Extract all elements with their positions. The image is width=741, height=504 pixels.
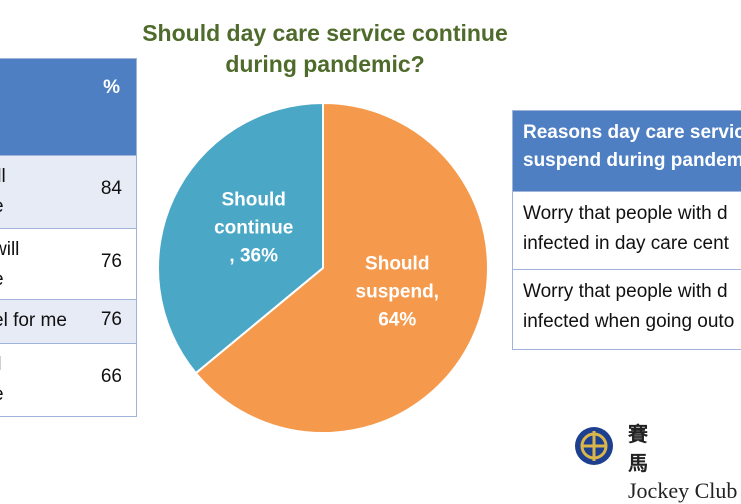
row-value: 66 [100, 366, 122, 387]
logo-name: Jockey Club [628, 478, 738, 503]
row-text: e [0, 380, 4, 410]
table-row: Worry that people with d infected in day… [513, 191, 741, 269]
left-table: % ill e 84 will e 76 el for me 76 ll e 6… [0, 58, 137, 417]
right-header-line1: Reasons day care servic [523, 122, 741, 143]
table-row: el for me 76 [0, 299, 136, 343]
chart-title-line2: during pandemic? [225, 51, 425, 77]
right-table: Reasons day care servic suspend during p… [512, 110, 741, 350]
slice-label: Should suspend, 64% [356, 254, 439, 331]
row-value: 76 [100, 309, 122, 330]
row-value: 76 [100, 251, 122, 272]
reason-line2: infected when going outo [523, 311, 735, 332]
table-row: will e 76 [0, 228, 136, 299]
right-table-header: Reasons day care servic suspend during p… [513, 111, 741, 191]
slice-label: Should continue, 36% [214, 189, 293, 266]
row-text: el for me [0, 310, 67, 331]
pie-slice [157, 101, 324, 375]
pie-slice [194, 101, 489, 434]
reason-line2: infected in day care cent [523, 233, 729, 254]
row-text: e [0, 192, 6, 222]
jockey-club-logo-icon [575, 427, 613, 465]
right-header-line2: suspend during pandem [523, 150, 741, 171]
row-text: ill [0, 166, 6, 187]
chart-title: Should day care service continue during … [120, 18, 530, 80]
table-row: Worry that people with d infected when g… [513, 269, 741, 349]
row-text: e [0, 265, 19, 295]
logo-text: 賽馬 Jockey Club [628, 418, 741, 504]
table-row: ill e 84 [0, 155, 136, 228]
row-value: 84 [100, 178, 122, 199]
row-text: ll [0, 350, 4, 380]
table-row: ll e 66 [0, 343, 136, 416]
reason-line1: Worry that people with d [523, 281, 728, 302]
reason-line1: Worry that people with d [523, 203, 728, 224]
logo-chinese: 賽馬 [628, 424, 692, 475]
row-text: will [0, 239, 20, 260]
left-table-header: % [0, 59, 136, 155]
percent-header: % [103, 77, 120, 98]
chart-title-line1: Should day care service continue [142, 20, 508, 46]
